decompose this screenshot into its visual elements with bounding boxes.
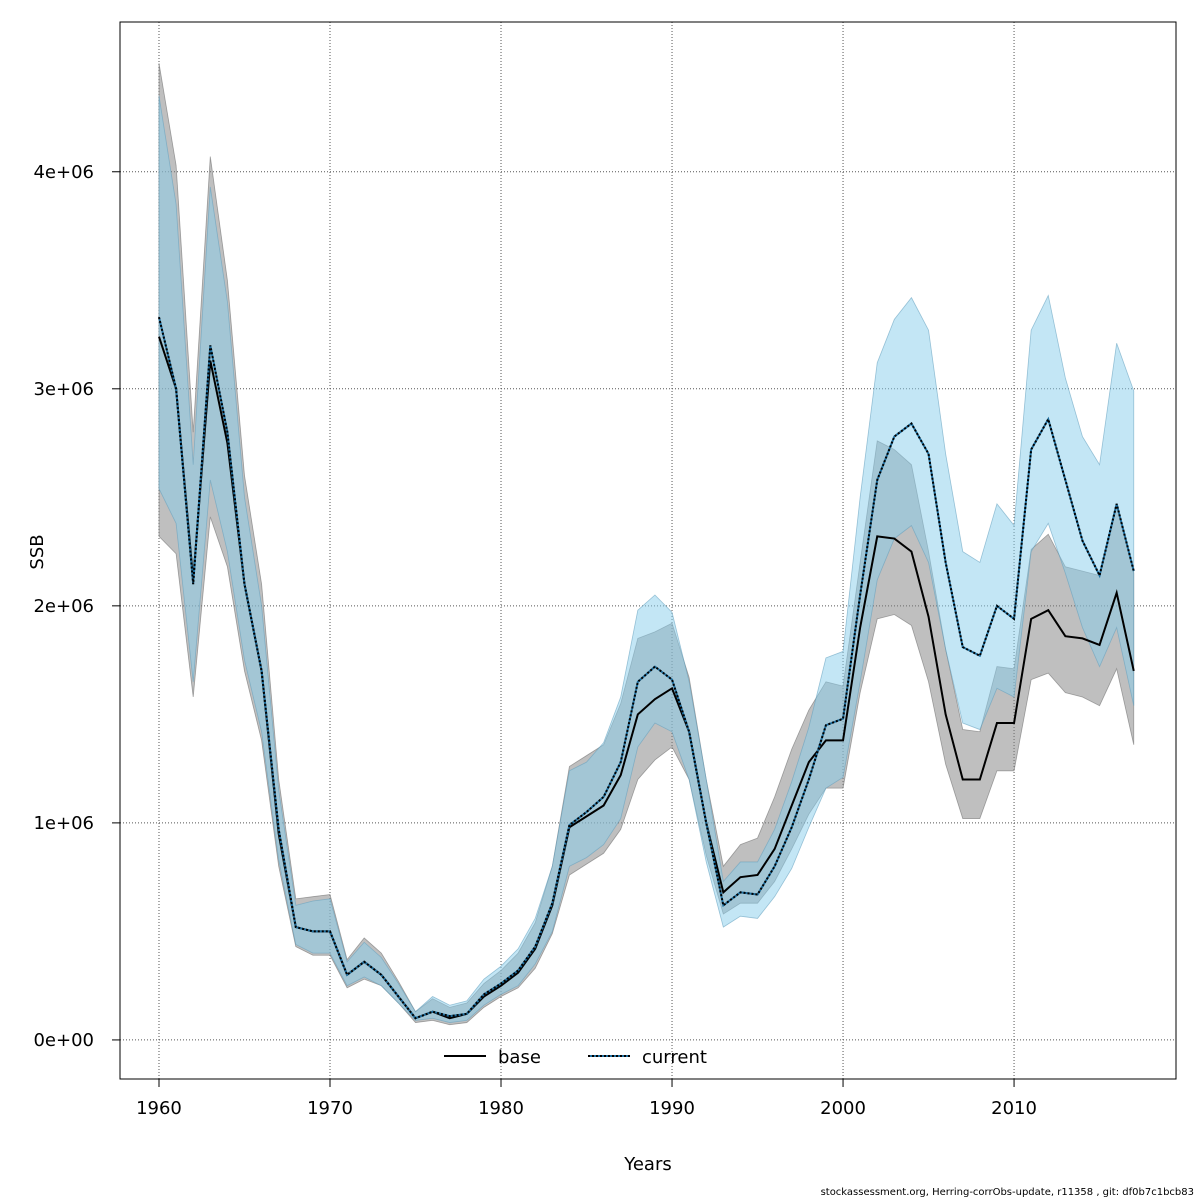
y-axis-label: SSB xyxy=(27,534,48,569)
y-tick-label: 2e+06 xyxy=(33,596,94,617)
current-line-dots xyxy=(158,316,1135,1020)
y-tick-label: 4e+06 xyxy=(33,162,94,183)
y-tick-label: 3e+06 xyxy=(33,379,94,400)
confidence-bands xyxy=(158,63,1135,1026)
plot-frame xyxy=(119,21,1177,1080)
x-axis-label: Years xyxy=(623,1154,672,1175)
current-band xyxy=(158,95,1135,1023)
x-tick-label: 2000 xyxy=(820,1098,866,1119)
x-tick-label: 1970 xyxy=(307,1098,353,1119)
legend: base current xyxy=(444,1047,707,1068)
series-lines xyxy=(158,316,1135,1020)
footer-credit: stockassessment.org, Herring-corrObs-upd… xyxy=(820,1187,1194,1198)
legend-base-label: base xyxy=(498,1047,541,1068)
x-tick-label: 1980 xyxy=(478,1098,524,1119)
x-tick-label: 1990 xyxy=(649,1098,695,1119)
y-tick-label: 0e+00 xyxy=(33,1030,94,1051)
legend-current-label: current xyxy=(642,1047,707,1068)
x-tick-label: 1960 xyxy=(136,1098,182,1119)
y-tick-label: 1e+06 xyxy=(33,813,94,834)
x-tick-label: 2010 xyxy=(991,1098,1037,1119)
axes: 1960 1970 1980 1990 2000 2010 0e+00 1e+06 2e+06 3… xyxy=(33,162,1036,1119)
